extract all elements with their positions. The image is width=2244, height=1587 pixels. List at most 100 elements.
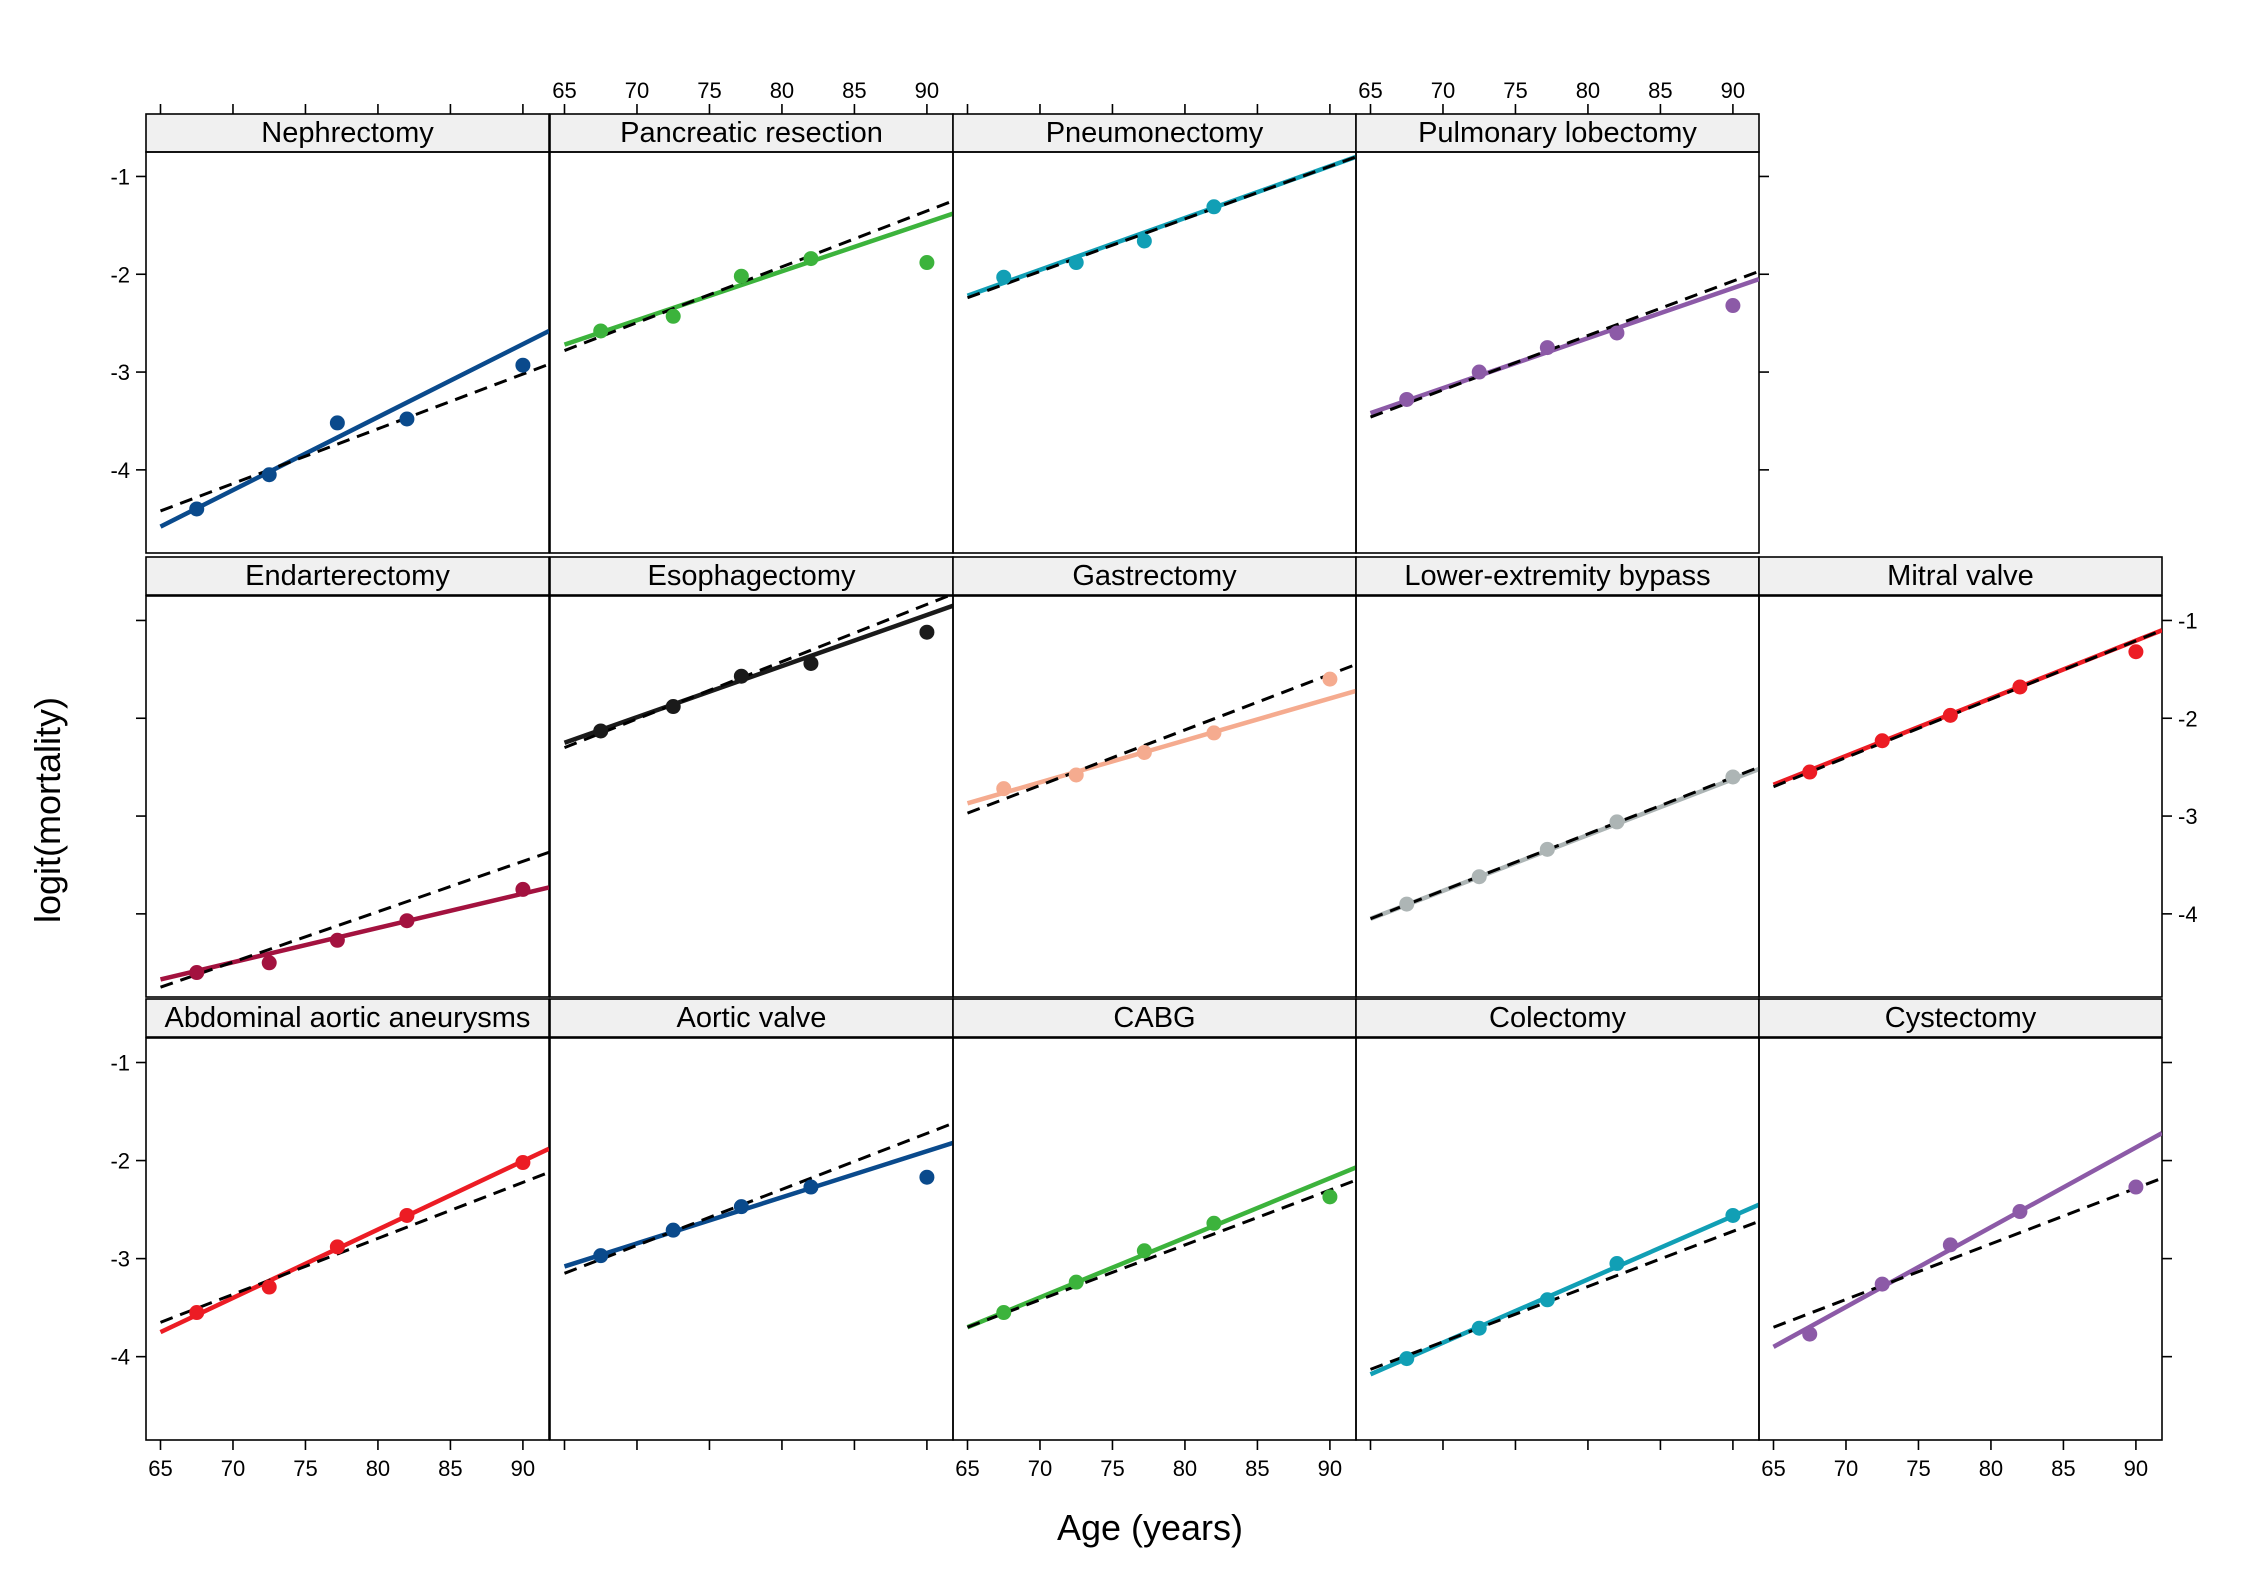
strip-label: Lower-extremity bypass xyxy=(1404,560,1710,592)
data-point xyxy=(1802,1326,1818,1342)
data-point xyxy=(1942,707,1958,723)
strip-label: Pancreatic resection xyxy=(620,117,883,149)
panel-content xyxy=(1369,765,1759,921)
strip-label: Pneumonectomy xyxy=(1046,117,1264,149)
data-point xyxy=(996,781,1012,797)
data-point xyxy=(996,1305,1012,1321)
data-point xyxy=(1136,233,1152,249)
y-axis: -1 -2 -3 -4 xyxy=(110,1051,146,1370)
strip-box xyxy=(145,998,550,1038)
fitted-line xyxy=(159,328,549,529)
data-point xyxy=(1725,1207,1741,1223)
fitted-line xyxy=(966,1165,1356,1330)
panel-frame xyxy=(1355,595,1760,998)
y-tick-label: -1 xyxy=(110,164,130,189)
y-tick-label: -2 xyxy=(2178,706,2198,731)
data-point xyxy=(261,467,277,483)
x-axis: 65 70 75 80 85 90 xyxy=(1358,78,1745,114)
data-point xyxy=(1471,364,1487,380)
data-point xyxy=(1874,733,1890,749)
strip-label: Abdominal aortic aneurysms xyxy=(165,1002,531,1034)
y-axis xyxy=(1759,175,1769,471)
data-point xyxy=(1725,298,1741,314)
panel-endarterectomy: Endarterectomy xyxy=(145,556,550,998)
reference-line xyxy=(966,1178,1356,1329)
data-point xyxy=(399,1207,415,1223)
y-tick-label: -4 xyxy=(110,1345,130,1370)
x-tick-label: 80 xyxy=(770,78,794,103)
x-tick-label: 65 xyxy=(1761,1456,1785,1481)
x-tick-label: 75 xyxy=(1503,78,1527,103)
strip-box xyxy=(1758,998,2163,1038)
x-tick-label: 75 xyxy=(293,1456,317,1481)
x-tick-label: 65 xyxy=(552,78,576,103)
x-tick-label: 80 xyxy=(1576,78,1600,103)
panel-content xyxy=(159,328,549,529)
data-point xyxy=(1322,1189,1338,1205)
strip-box xyxy=(145,556,550,596)
x-tick-label: 90 xyxy=(1721,78,1745,103)
panel-content xyxy=(563,1121,953,1275)
strip-box xyxy=(549,998,954,1038)
axes-layer: 65 70 75 80 85 90 65 70 75 80 85 90 65 70 75 80 85 90 65 70… xyxy=(110,78,2197,1481)
x-axis xyxy=(563,1440,928,1450)
panel-content xyxy=(966,1165,1356,1330)
data-point xyxy=(665,308,681,324)
data-point xyxy=(261,1279,277,1295)
y-axis xyxy=(2162,1061,2172,1358)
data-point xyxy=(665,1222,681,1238)
data-point xyxy=(919,1169,935,1185)
y-tick-label: -3 xyxy=(2178,804,2198,829)
panel-content xyxy=(159,1146,549,1335)
data-point xyxy=(1206,725,1222,741)
data-point xyxy=(261,955,277,971)
data-point xyxy=(803,655,819,671)
strip-label: Mitral valve xyxy=(1887,560,2034,592)
data-point xyxy=(593,323,609,339)
y-tick-label: -1 xyxy=(110,1051,130,1076)
x-axis xyxy=(159,104,524,114)
strip-box xyxy=(145,113,550,153)
y-axis-title: logit(mortality) xyxy=(27,697,68,923)
x-axis: 65 70 75 80 85 90 xyxy=(955,1440,1342,1481)
panel-frame xyxy=(145,151,550,554)
data-point xyxy=(593,1248,609,1264)
data-point xyxy=(919,624,935,640)
panel-content xyxy=(966,663,1356,815)
panel-aortic-valve: Aortic valve xyxy=(549,998,954,1441)
y-tick-label: -3 xyxy=(110,360,130,385)
data-point xyxy=(515,1155,531,1171)
panel-frame xyxy=(145,1037,550,1441)
data-point xyxy=(1136,744,1152,760)
data-point xyxy=(1068,767,1084,783)
panel-content xyxy=(1369,1202,1759,1377)
strip-label: Cystectomy xyxy=(1885,1002,2037,1034)
panel-nephrectomy: Nephrectomy xyxy=(145,113,550,554)
data-point xyxy=(329,1239,345,1255)
data-point xyxy=(1802,764,1818,780)
y-axis xyxy=(136,619,146,915)
reference-line xyxy=(159,1170,549,1324)
panel-frame xyxy=(952,1037,1357,1441)
x-axis: 65 70 75 80 85 90 xyxy=(552,78,939,114)
y-tick-label: -3 xyxy=(110,1247,130,1272)
fitted-line xyxy=(159,885,549,982)
panel-content xyxy=(1369,269,1759,419)
y-tick-label: -2 xyxy=(110,1149,130,1174)
x-tick-label: 65 xyxy=(148,1456,172,1481)
x-tick-label: 85 xyxy=(1245,1456,1269,1481)
panel-frame xyxy=(549,595,954,998)
x-tick-label: 75 xyxy=(1100,1456,1124,1481)
panel-cabg: CABG xyxy=(952,998,1357,1441)
data-point xyxy=(1539,340,1555,356)
panel-frame xyxy=(952,151,1357,554)
x-tick-label: 70 xyxy=(1834,1456,1858,1481)
x-tick-label: 65 xyxy=(955,1456,979,1481)
data-point xyxy=(2128,1179,2144,1195)
x-tick-label: 75 xyxy=(1906,1456,1930,1481)
data-point xyxy=(2128,644,2144,660)
strip-label: Nephrectomy xyxy=(261,117,434,149)
strip-label: Colectomy xyxy=(1489,1002,1626,1034)
x-tick-label: 70 xyxy=(625,78,649,103)
reference-line xyxy=(966,663,1356,815)
